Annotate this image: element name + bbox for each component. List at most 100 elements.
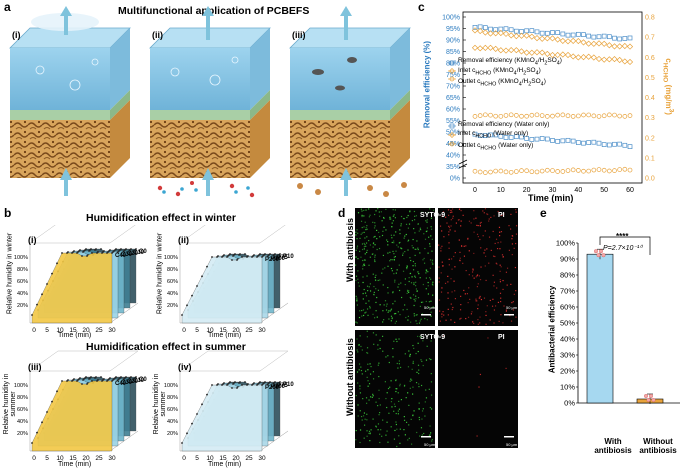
b-xtick: 5 bbox=[45, 327, 49, 334]
b-xtick: 0 bbox=[182, 327, 186, 334]
d-cell-dot bbox=[406, 266, 408, 269]
d-cell-dot bbox=[394, 255, 396, 258]
d-cell-dot bbox=[510, 213, 512, 216]
d-cell-dot bbox=[361, 210, 363, 212]
d-cell-dot bbox=[392, 347, 394, 350]
d-cell-dot bbox=[372, 371, 375, 373]
c-xtick: 60 bbox=[626, 187, 634, 194]
d-cell-dot bbox=[470, 222, 472, 224]
d-cell-dot bbox=[397, 392, 399, 394]
c-point bbox=[559, 51, 566, 58]
d-cell-dot bbox=[489, 299, 491, 302]
d-cell-dot bbox=[492, 255, 495, 257]
d-cell-dot bbox=[402, 309, 404, 311]
d-cell-dot bbox=[465, 269, 467, 272]
d-cell-dot bbox=[451, 291, 453, 293]
d-cell-dot bbox=[363, 209, 365, 212]
d-cell-dot bbox=[414, 300, 416, 302]
d-cell-dot bbox=[408, 350, 410, 352]
d-cell-dot bbox=[397, 246, 399, 248]
d-cell-dot bbox=[357, 415, 359, 417]
d-cell-dot bbox=[375, 401, 377, 403]
d-cell-dot bbox=[513, 247, 515, 249]
e-datapoint bbox=[643, 393, 648, 398]
d-cell-dot bbox=[407, 249, 409, 251]
d-cell-dot bbox=[395, 379, 397, 382]
d-cell-dot bbox=[451, 208, 454, 210]
d-cell-dot bbox=[404, 304, 406, 306]
d-cell-dot bbox=[450, 278, 452, 280]
d-cell-dot bbox=[363, 231, 365, 234]
panel-a-title: Multifunctional application of PCBEFS bbox=[118, 5, 310, 17]
b-series-point bbox=[100, 376, 102, 378]
d-cell-dot bbox=[450, 319, 452, 321]
b-series-point bbox=[129, 249, 131, 251]
d-scalebar bbox=[421, 314, 431, 316]
d-cell-dot bbox=[410, 321, 412, 323]
d-cell-dot bbox=[356, 304, 359, 306]
c-point bbox=[497, 29, 504, 37]
d-cell-dot bbox=[398, 363, 401, 365]
panel-c-label: c bbox=[418, 0, 425, 14]
d-cell-dot bbox=[377, 279, 379, 282]
d-stain-pi-1: PI bbox=[498, 212, 505, 219]
d-cell-dot bbox=[409, 272, 411, 275]
c-ylabel-right: cHCHO (mg/m3) bbox=[661, 58, 675, 115]
d-cell-dot bbox=[373, 236, 375, 238]
d-cell-dot bbox=[393, 214, 395, 216]
d-cell-dot bbox=[459, 259, 461, 261]
b-series-point bbox=[251, 256, 253, 258]
d-cell-dot bbox=[499, 270, 501, 272]
b-series-point bbox=[91, 252, 93, 254]
d-cell-dot bbox=[366, 402, 368, 404]
d-cell-dot bbox=[515, 209, 517, 211]
d-cell-dot bbox=[459, 318, 461, 320]
d-cell-dot bbox=[366, 419, 368, 421]
d-cell-dot bbox=[399, 229, 401, 231]
d-cell-dot bbox=[387, 355, 389, 357]
d-cell-dot bbox=[415, 320, 417, 322]
d-cell-dot bbox=[413, 313, 415, 315]
d-cell-dot bbox=[362, 298, 364, 300]
d-cell-dot bbox=[447, 275, 449, 277]
d-cell-dot bbox=[413, 410, 415, 412]
d-cell-dot bbox=[365, 295, 368, 297]
b-series-point bbox=[51, 272, 53, 275]
d-cell-dot bbox=[359, 429, 362, 431]
d-cell-dot bbox=[416, 431, 418, 434]
d-cell-dot bbox=[458, 239, 460, 241]
legend-c-2: Inlet cHCHO (KMnO4/H2SO4) bbox=[458, 67, 541, 77]
d-cell-dot bbox=[416, 335, 419, 338]
d-cell-dot bbox=[400, 247, 402, 249]
b-series-label: C40 bbox=[115, 253, 127, 259]
d-cell-dot bbox=[417, 248, 419, 251]
d-cell-dot bbox=[428, 236, 430, 238]
d-cell-dot bbox=[413, 315, 416, 317]
d-cell-dot bbox=[399, 366, 402, 369]
d-cell-dot bbox=[403, 419, 406, 421]
d-cell-dot bbox=[415, 352, 417, 355]
c-point bbox=[550, 168, 555, 173]
d-cell-dot bbox=[369, 363, 371, 365]
d-cell-dot bbox=[372, 418, 374, 420]
d-cell-dot bbox=[475, 276, 477, 278]
c-point bbox=[482, 170, 488, 175]
d-cell-dot bbox=[404, 384, 406, 386]
d-cell-dot bbox=[369, 214, 371, 216]
d-cell-dot bbox=[355, 394, 357, 397]
d-cell-dot bbox=[385, 208, 387, 211]
d-cell-dot bbox=[429, 277, 431, 279]
b-ztick: 80% bbox=[17, 267, 28, 273]
legend-c-3: Outlet cHCHO (KMnO4/H2SO4) bbox=[458, 77, 546, 87]
d-cell-dot bbox=[421, 211, 423, 213]
b-series-point bbox=[244, 253, 246, 255]
d-cell-dot bbox=[431, 259, 434, 261]
b-series-point bbox=[61, 380, 63, 382]
b-series-point bbox=[81, 255, 83, 257]
b-series-point bbox=[82, 379, 84, 381]
d-cell-dot bbox=[486, 213, 488, 215]
b-ztick: 100% bbox=[14, 255, 28, 261]
d-cell-dot bbox=[371, 253, 373, 255]
d-cell-dot bbox=[427, 211, 429, 214]
